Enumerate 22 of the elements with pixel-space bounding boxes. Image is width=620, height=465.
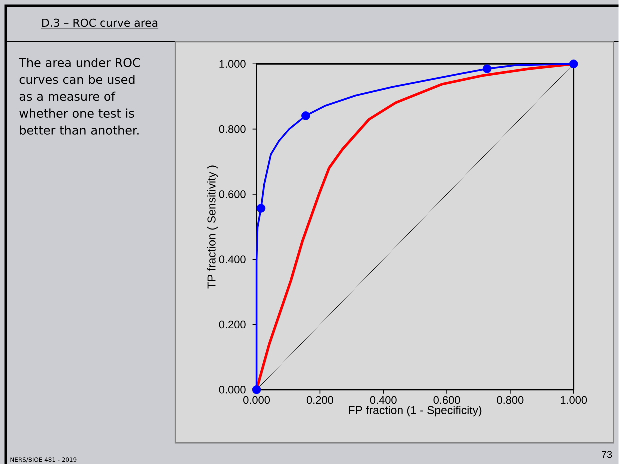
x-tick-label: 0.200 <box>306 396 334 404</box>
x-tick-label: 0.800 <box>497 396 524 404</box>
x-tick-label: 0.400 <box>370 396 397 404</box>
y-tick-label: 0.400 <box>219 256 246 264</box>
text: The area under ROC curves can be used as a measure of whether one test is better than another. <box>19 58 140 135</box>
point <box>482 64 492 74</box>
point <box>252 385 262 394</box>
x-axis-title: FP fraction (1 - Specificity) <box>349 406 482 417</box>
x-tick-label: 0.600 <box>434 396 460 404</box>
x-tick-label: 1.000 <box>560 396 588 404</box>
point <box>256 204 266 213</box>
y-tick-label: 0.600 <box>219 190 246 198</box>
text: D.3 – ROC curve area <box>42 18 158 27</box>
y-axis-title: TP fraction ( Sensitivity ) <box>207 166 218 289</box>
x-tick-label: 0.000 <box>244 396 270 404</box>
y-tick-label: 0.800 <box>219 125 246 134</box>
y-tick-label: 0.200 <box>219 320 246 328</box>
text: 73 <box>602 450 612 458</box>
y-tick-label: 0.000 <box>219 386 246 394</box>
point <box>302 111 310 120</box>
y-tick-label: 1.000 <box>220 60 246 68</box>
point <box>569 60 578 68</box>
